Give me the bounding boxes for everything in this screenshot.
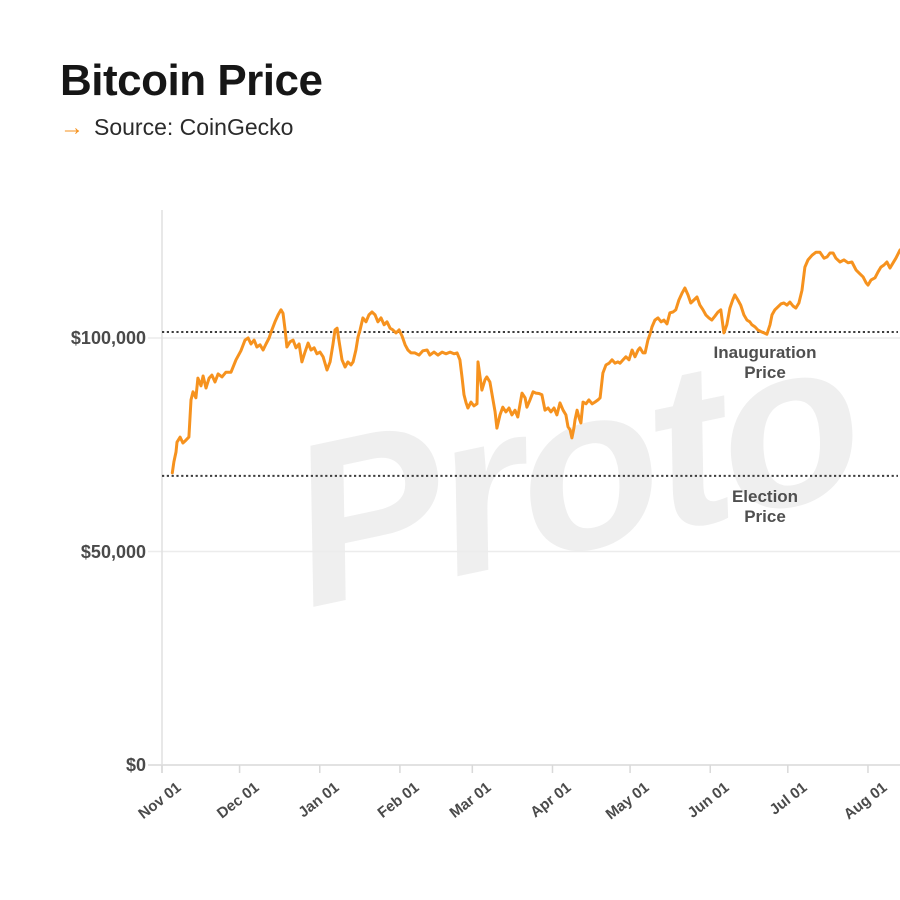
inauguration-price-label: Inauguration Price [655, 343, 875, 383]
inauguration-price-label-line2: Price [744, 363, 786, 383]
y-tick-label: $100,000 [70, 328, 146, 348]
arrow-right-icon: → [60, 113, 84, 141]
price-line-series [170, 248, 900, 475]
y-tick-label: $0 [125, 755, 146, 775]
election-price-label-line1: Election [731, 486, 799, 506]
page-title: Bitcoin Price [60, 56, 323, 105]
source-label: Source: CoinGecko [94, 114, 294, 141]
y-tick-label: $50,000 [80, 541, 146, 562]
election-price-label: Election Price [655, 487, 875, 527]
election-price-label-line2: Price [744, 506, 786, 526]
inauguration-price-label-line1: Inauguration [713, 343, 817, 363]
source-row: → Source: CoinGecko [60, 114, 322, 141]
chart-header: Bitcoin Price → Source: CoinGecko [60, 56, 323, 141]
